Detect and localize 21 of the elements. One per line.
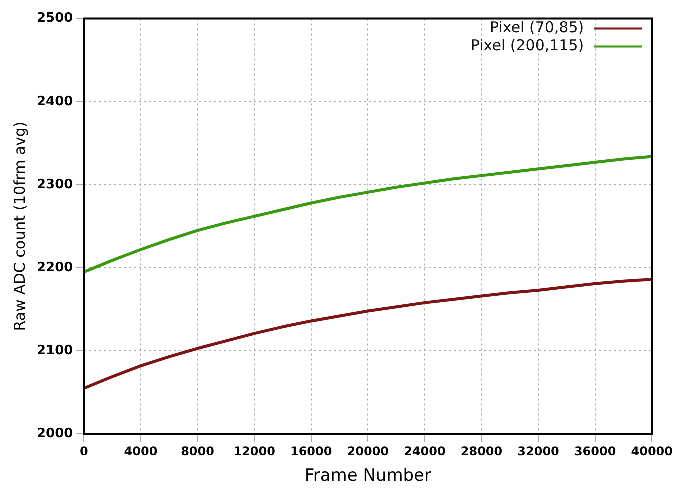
x-tick-label: 28000 xyxy=(460,444,503,459)
y-tick-label: 2200 xyxy=(36,260,74,276)
x-tick-label: 8000 xyxy=(181,444,214,459)
legend-label: Pixel (200,115) xyxy=(470,36,584,55)
y-tick-label: 2000 xyxy=(36,426,74,442)
x-tick-label: 36000 xyxy=(574,444,616,459)
x-tick-label: 32000 xyxy=(518,444,560,459)
x-axis-title: Frame Number xyxy=(304,466,432,486)
x-tick-label: 12000 xyxy=(234,444,276,459)
y-axis-title: Raw ADC count (10frm avg) xyxy=(10,122,29,332)
legend-label: Pixel (70,85) xyxy=(490,18,584,37)
y-tick-label: 2500 xyxy=(36,11,74,26)
y-tick-label: 2100 xyxy=(36,343,74,358)
y-tick-label: 2400 xyxy=(36,94,74,110)
x-tick-label: 0 xyxy=(80,444,88,459)
x-tick-label: 16000 xyxy=(290,444,332,459)
y-tick-label: 2300 xyxy=(36,177,74,192)
x-tick-label: 24000 xyxy=(404,444,446,459)
x-tick-label: 4000 xyxy=(124,444,158,459)
x-tick-label: 40000 xyxy=(631,444,673,459)
x-tick-label: 20000 xyxy=(347,444,390,459)
